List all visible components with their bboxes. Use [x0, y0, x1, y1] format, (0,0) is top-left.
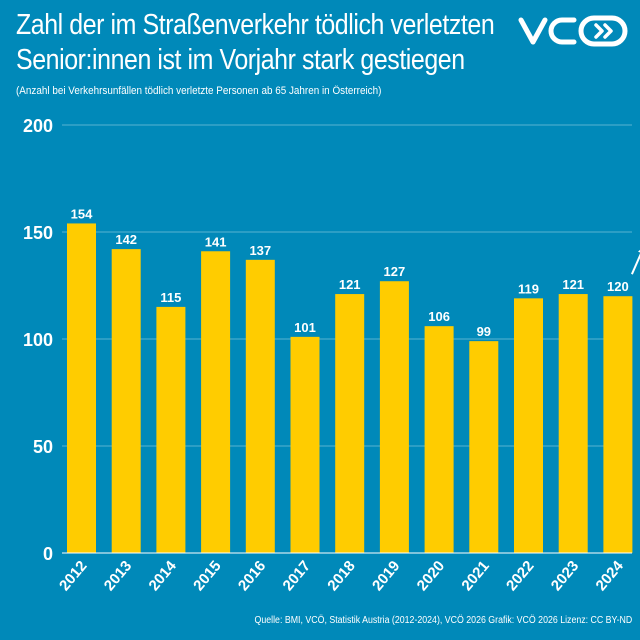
- title-line-2: Senior:innen ist im Vorjahr stark gestie…: [16, 44, 465, 76]
- data-label: 142: [115, 232, 137, 247]
- x-tick-label: 2019: [369, 558, 403, 594]
- bar-2018: [335, 294, 365, 553]
- y-tick-label: 100: [23, 330, 53, 350]
- bar-2023: [558, 294, 588, 553]
- y-tick-label: 0: [43, 544, 53, 564]
- x-tick-label: 2022: [503, 558, 537, 594]
- x-tick-label: 2016: [235, 558, 269, 594]
- bar-2022: [514, 298, 543, 553]
- bar-2012: [67, 223, 96, 553]
- data-label: 121: [562, 277, 584, 292]
- bar-2024: [603, 296, 633, 553]
- bar-2020: [424, 326, 454, 553]
- data-label: 106: [428, 309, 450, 324]
- x-tick-label: 2012: [56, 558, 90, 594]
- bar-2019: [379, 281, 409, 553]
- y-tick-label: 150: [23, 223, 53, 243]
- data-label: 121: [339, 277, 361, 292]
- x-tick-label: 2023: [548, 558, 582, 594]
- annotation-arrow: [630, 253, 640, 275]
- data-label: 115: [160, 290, 181, 305]
- y-tick-label: 50: [33, 437, 53, 457]
- data-label: 127: [384, 264, 406, 279]
- x-tick-label: 2015: [190, 558, 224, 594]
- source-note: Quelle: BMI, VCÖ, Statistik Austria (201…: [254, 615, 632, 626]
- data-label: 120: [607, 279, 629, 294]
- data-label: 99: [477, 324, 491, 339]
- x-tick-label: 2021: [458, 558, 492, 594]
- x-tick-label: 2014: [145, 557, 180, 594]
- data-label: 119: [518, 281, 539, 296]
- y-tick-label: 200: [23, 116, 53, 136]
- data-label: 154: [71, 206, 93, 221]
- data-label: 137: [249, 243, 271, 258]
- vco-logo: [518, 15, 628, 47]
- x-tick-label: 2020: [414, 558, 448, 594]
- data-label: 141: [205, 234, 227, 249]
- bar-2013: [111, 249, 141, 553]
- title-line-1: Zahl der im Straßenverkehr tödlich verle…: [16, 9, 495, 41]
- bar-2014: [156, 306, 186, 553]
- x-tick-label: 2017: [280, 558, 314, 594]
- x-tick-label: 2018: [324, 558, 358, 594]
- x-tick-label: 2013: [101, 558, 135, 594]
- bar-2016: [245, 259, 275, 553]
- bar-2021: [469, 341, 499, 553]
- bar-2017: [290, 336, 320, 553]
- chart-title: Zahl der im Straßenverkehr tödlich verle…: [16, 8, 495, 78]
- data-label: 101: [294, 320, 316, 335]
- bar-2015: [201, 251, 231, 553]
- x-tick-label: 2024: [592, 557, 627, 594]
- chart-subtitle: (Anzahl bei Verkehrsunfällen tödlich ver…: [16, 85, 382, 97]
